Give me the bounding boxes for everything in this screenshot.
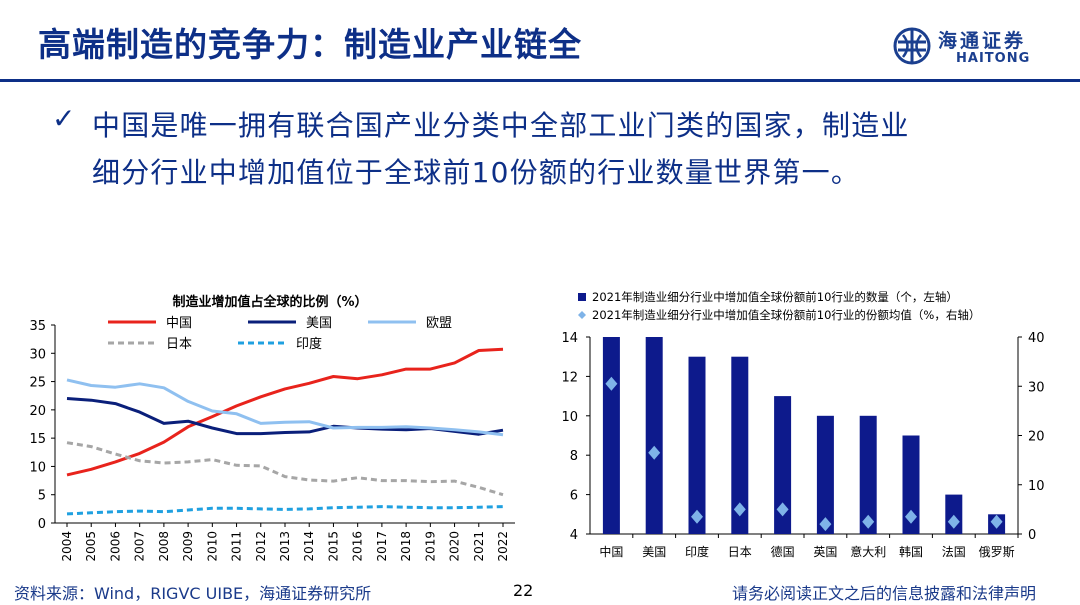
bar-5 [816,415,834,534]
series-line-0 [66,347,504,477]
top10-industries-bar-chart: 2021年制造业细分行业中增加值全球份额前10行业的数量（个，左轴） 2021年制… [561,290,1045,559]
x-category-label-3: 日本 [728,545,752,559]
left-y-tick-label: 10 [561,410,578,425]
x-tick-label: 2007 [133,531,147,562]
haitong-logo: 海通证券 HAITONG [892,26,1057,70]
x-tick-label: 2009 [181,531,195,562]
y-tick-label: 0 [38,517,46,532]
x-tick-label: 2012 [254,531,268,562]
bar-0 [602,337,620,534]
title-divider [0,79,1080,82]
y-tick-label: 30 [29,347,46,362]
x-tick-label: 2019 [423,531,437,562]
x-category-label-7: 韩国 [899,544,923,559]
x-category-label-1: 美国 [642,545,666,559]
bar-8 [945,494,963,534]
left-y-tick-label: 8 [570,449,578,464]
legend-bar-label: 2021年制造业细分行业中增加值全球份额前10行业的数量（个，左轴） [592,290,958,304]
x-category-label-0: 中国 [599,544,623,559]
bar-7 [902,435,920,534]
right-y-tick-label: 40 [1028,331,1045,346]
footer-disclaimer: 请务必阅读正文之后的信息披露和法律声明 [732,584,1037,603]
y-tick-label: 20 [29,404,46,419]
x-tick-label: 2022 [496,531,510,562]
share-diamond-8 [947,514,960,529]
page-title: 高端制造的竞争力：制造业产业链全 [38,25,582,64]
x-tick-label: 2015 [326,531,340,562]
right-y-tick-label: 10 [1028,479,1045,494]
x-tick-label: 2011 [230,531,244,562]
y-tick-label: 35 [29,319,46,334]
legend-label-1: 美国 [306,316,332,331]
x-category-label-2: 印度 [685,544,709,559]
legend-diamond-swatch [578,311,586,319]
series-line-3 [66,441,504,497]
bar-4 [774,396,792,534]
share-diamond-4 [776,502,789,517]
logo-chinese-text: 海通证券 [938,30,1027,52]
bar-3 [731,356,749,534]
body-text-line-2: 细分行业中增加值位于全球前10份额的行业数量世界第一。 [92,156,861,189]
share-diamond-1 [648,445,661,460]
legend-label-2: 欧盟 [426,316,452,331]
x-tick-label: 2021 [472,531,486,562]
left-y-tick-label: 14 [561,331,578,346]
footer-source: 资料来源：Wind，RIGVC UIBE，海通证券研究所 [14,584,372,603]
x-category-label-5: 英国 [813,545,837,559]
right-y-tick-label: 0 [1028,528,1036,543]
left-y-tick-label: 6 [570,489,578,504]
series-line-2 [66,378,504,437]
x-tick-label: 2016 [351,531,365,562]
y-tick-label: 15 [29,432,46,447]
body-text-line-1: 中国是唯一拥有联合国产业分类中全部工业门类的国家，制造业 [92,109,910,142]
y-tick-label: 5 [38,489,46,504]
bar-2 [688,356,706,534]
page-number: 22 [513,581,534,600]
x-tick-label: 2006 [108,531,122,562]
share-diamond-2 [691,509,703,524]
x-tick-label: 2008 [157,531,171,562]
line-chart-title: 制造业增加值占全球的比例（%） [172,294,367,310]
x-tick-label: 2014 [302,531,316,562]
share-diamond-3 [733,502,746,517]
series-line-4 [66,505,504,516]
share-diamond-0 [605,376,618,391]
checkmark-icon: ✓ [52,102,76,135]
right-y-tick-label: 20 [1028,430,1045,445]
y-tick-label: 10 [29,460,46,475]
legend-diamond-label: 2021年制造业细分行业中增加值全球份额前10行业的份额均值（%，右轴） [592,308,980,322]
x-category-label-4: 德国 [771,544,795,559]
x-tick-label: 2018 [399,531,413,562]
x-tick-label: 2010 [205,531,219,562]
share-diamond-9 [990,514,1003,529]
manufacturing-share-line-chart: 制造业增加值占全球的比例（%） 0 5 10 15 20 25 30 35 2004 2005 200… [29,294,515,562]
legend-label-4: 印度 [296,336,322,352]
haitong-logo-icon [893,27,931,65]
x-tick-label: 2005 [84,531,98,562]
legend-label-3: 日本 [166,337,192,352]
bar-1 [645,337,663,534]
x-category-label-9: 俄罗斯 [979,545,1015,559]
share-diamond-6 [862,514,875,529]
legend-bar-swatch [578,293,586,301]
x-tick-label: 2004 [60,531,74,562]
x-tick-label: 2017 [375,531,389,562]
share-diamond-5 [819,517,832,532]
legend-label-0: 中国 [166,316,192,331]
x-tick-label: 2013 [278,531,292,562]
logo-english-text: HAITONG [956,51,1031,66]
x-category-label-8: 法国 [942,545,966,559]
left-y-tick-label: 12 [561,370,578,385]
y-tick-label: 25 [29,376,46,391]
share-diamond-7 [905,509,917,524]
left-y-tick-label: 4 [570,528,578,543]
right-y-tick-label: 30 [1028,380,1045,395]
x-category-label-6: 意大利 [850,544,886,559]
bar-6 [859,415,877,534]
x-tick-label: 2020 [448,531,462,562]
